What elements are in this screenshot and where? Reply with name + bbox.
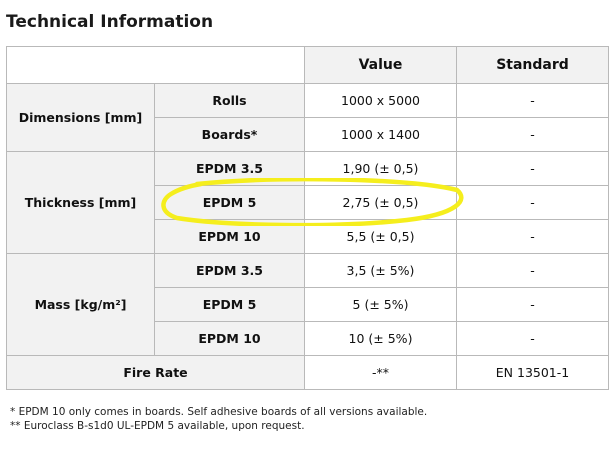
header-empty-cell [6,46,305,84]
row-label: EPDM 5 [154,185,305,220]
table-header-row: Value Standard [6,46,609,84]
row-value: 1000 x 5000 [304,83,457,118]
row-label: EPDM 10 [154,219,305,254]
footnote-2: ** Euroclass B-s1d0 UL-EPDM 5 available,… [10,420,305,432]
row-value: 5 (± 5%) [304,287,457,322]
table-row: Dimensions [mm] Rolls 1000 x 5000 - [6,83,609,152]
table-row: EPDM 10 10 (± 5%) - [7,321,609,356]
group-label-thickness: Thickness [mm] [6,151,155,254]
table-row: Mass [kg/m²] EPDM 3.5 3,5 (± 5%) - [6,253,609,356]
row-standard: - [456,321,609,356]
row-standard: - [456,151,609,186]
row-value: 3,5 (± 5%) [304,253,457,288]
row-standard: - [456,185,609,220]
table-row: EPDM 5 5 (± 5%) - [7,287,609,322]
table-row: Thickness [mm] EPDM 3.5 1,90 (± 0,5) - [6,151,609,254]
row-standard: - [456,253,609,288]
fire-rate-standard: EN 13501-1 [456,355,609,390]
row-value: 10 (± 5%) [304,321,457,356]
group-label-dimensions: Dimensions [mm] [6,83,155,152]
group-label-mass: Mass [kg/m²] [6,253,155,356]
row-standard: - [456,117,609,152]
row-standard: - [456,287,609,322]
fire-rate-label: Fire Rate [6,355,305,390]
fire-rate-value: -** [304,355,457,390]
row-label: EPDM 3.5 [154,253,305,288]
footnote-1: * EPDM 10 only comes in boards. Self adh… [10,406,428,418]
row-value: 5,5 (± 0,5) [304,219,457,254]
table-row: Boards* 1000 x 1400 - [7,117,609,152]
row-label: Boards* [154,117,305,152]
row-label: Rolls [154,83,305,118]
table-row-fire-rate: Fire Rate -** EN 13501-1 [6,355,609,390]
page-title: Technical Information [6,12,214,32]
footnotes: * EPDM 10 only comes in boards. Self adh… [10,405,427,433]
row-value: 1,90 (± 0,5) [304,151,457,186]
header-value: Value [304,46,457,84]
header-standard: Standard [456,46,609,84]
row-standard: - [456,83,609,118]
row-standard: - [456,219,609,254]
row-label: EPDM 3.5 [154,151,305,186]
row-value: 1000 x 1400 [304,117,457,152]
technical-information-table: Value Standard Dimensions [mm] Rolls 100… [6,46,609,390]
row-label: EPDM 10 [154,321,305,356]
row-label: EPDM 5 [154,287,305,322]
row-value: 2,75 (± 0,5) [304,185,457,220]
